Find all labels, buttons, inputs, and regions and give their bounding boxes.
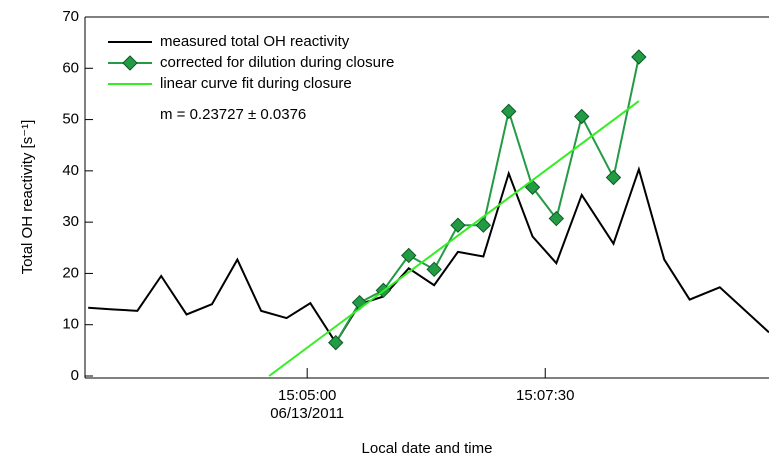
y-axis-label: Total OH reactivity [s⁻¹] [19,120,36,275]
y-tick-label: 20 [62,264,79,281]
series-line [268,100,640,377]
annotation: m = 0.23727 ± 0.0376 [160,106,306,123]
x-tick-label-line: 15:07:30 [516,387,574,404]
x-tick-label-line: 06/13/2011 [270,405,344,422]
legend-marker [122,55,138,71]
y-tick-label: 60 [62,59,79,76]
x-tick-label: 15:07:30 [516,387,574,404]
x-tick-label: 15:05:00 06/13/2011 [270,387,344,422]
legend-label: measured total OH reactivity [160,33,350,50]
data-point [450,217,466,233]
series-line [88,165,769,345]
data-point [426,261,442,278]
y-tick-label: 70 [62,8,79,25]
data-point [501,103,517,120]
y-tick-label: 30 [62,213,79,230]
series-line [334,56,640,344]
y-tick-label: 40 [62,162,79,179]
legend-label: corrected for dilution during closure [160,54,394,71]
y-tick-label: 50 [62,111,79,128]
data-point [401,247,417,264]
y-tick-label: 10 [62,316,79,333]
data-point [631,49,647,65]
data-point [328,334,344,351]
data-point [548,210,565,227]
data-point [574,108,590,125]
data-point [605,169,622,186]
y-tick-label: 0 [71,367,79,384]
x-tick-label-line: 15:05:00 [278,387,336,404]
x-axis-label: Local date and time [362,440,493,457]
data-point [475,217,492,233]
legend-label: linear curve fit during closure [160,75,352,92]
